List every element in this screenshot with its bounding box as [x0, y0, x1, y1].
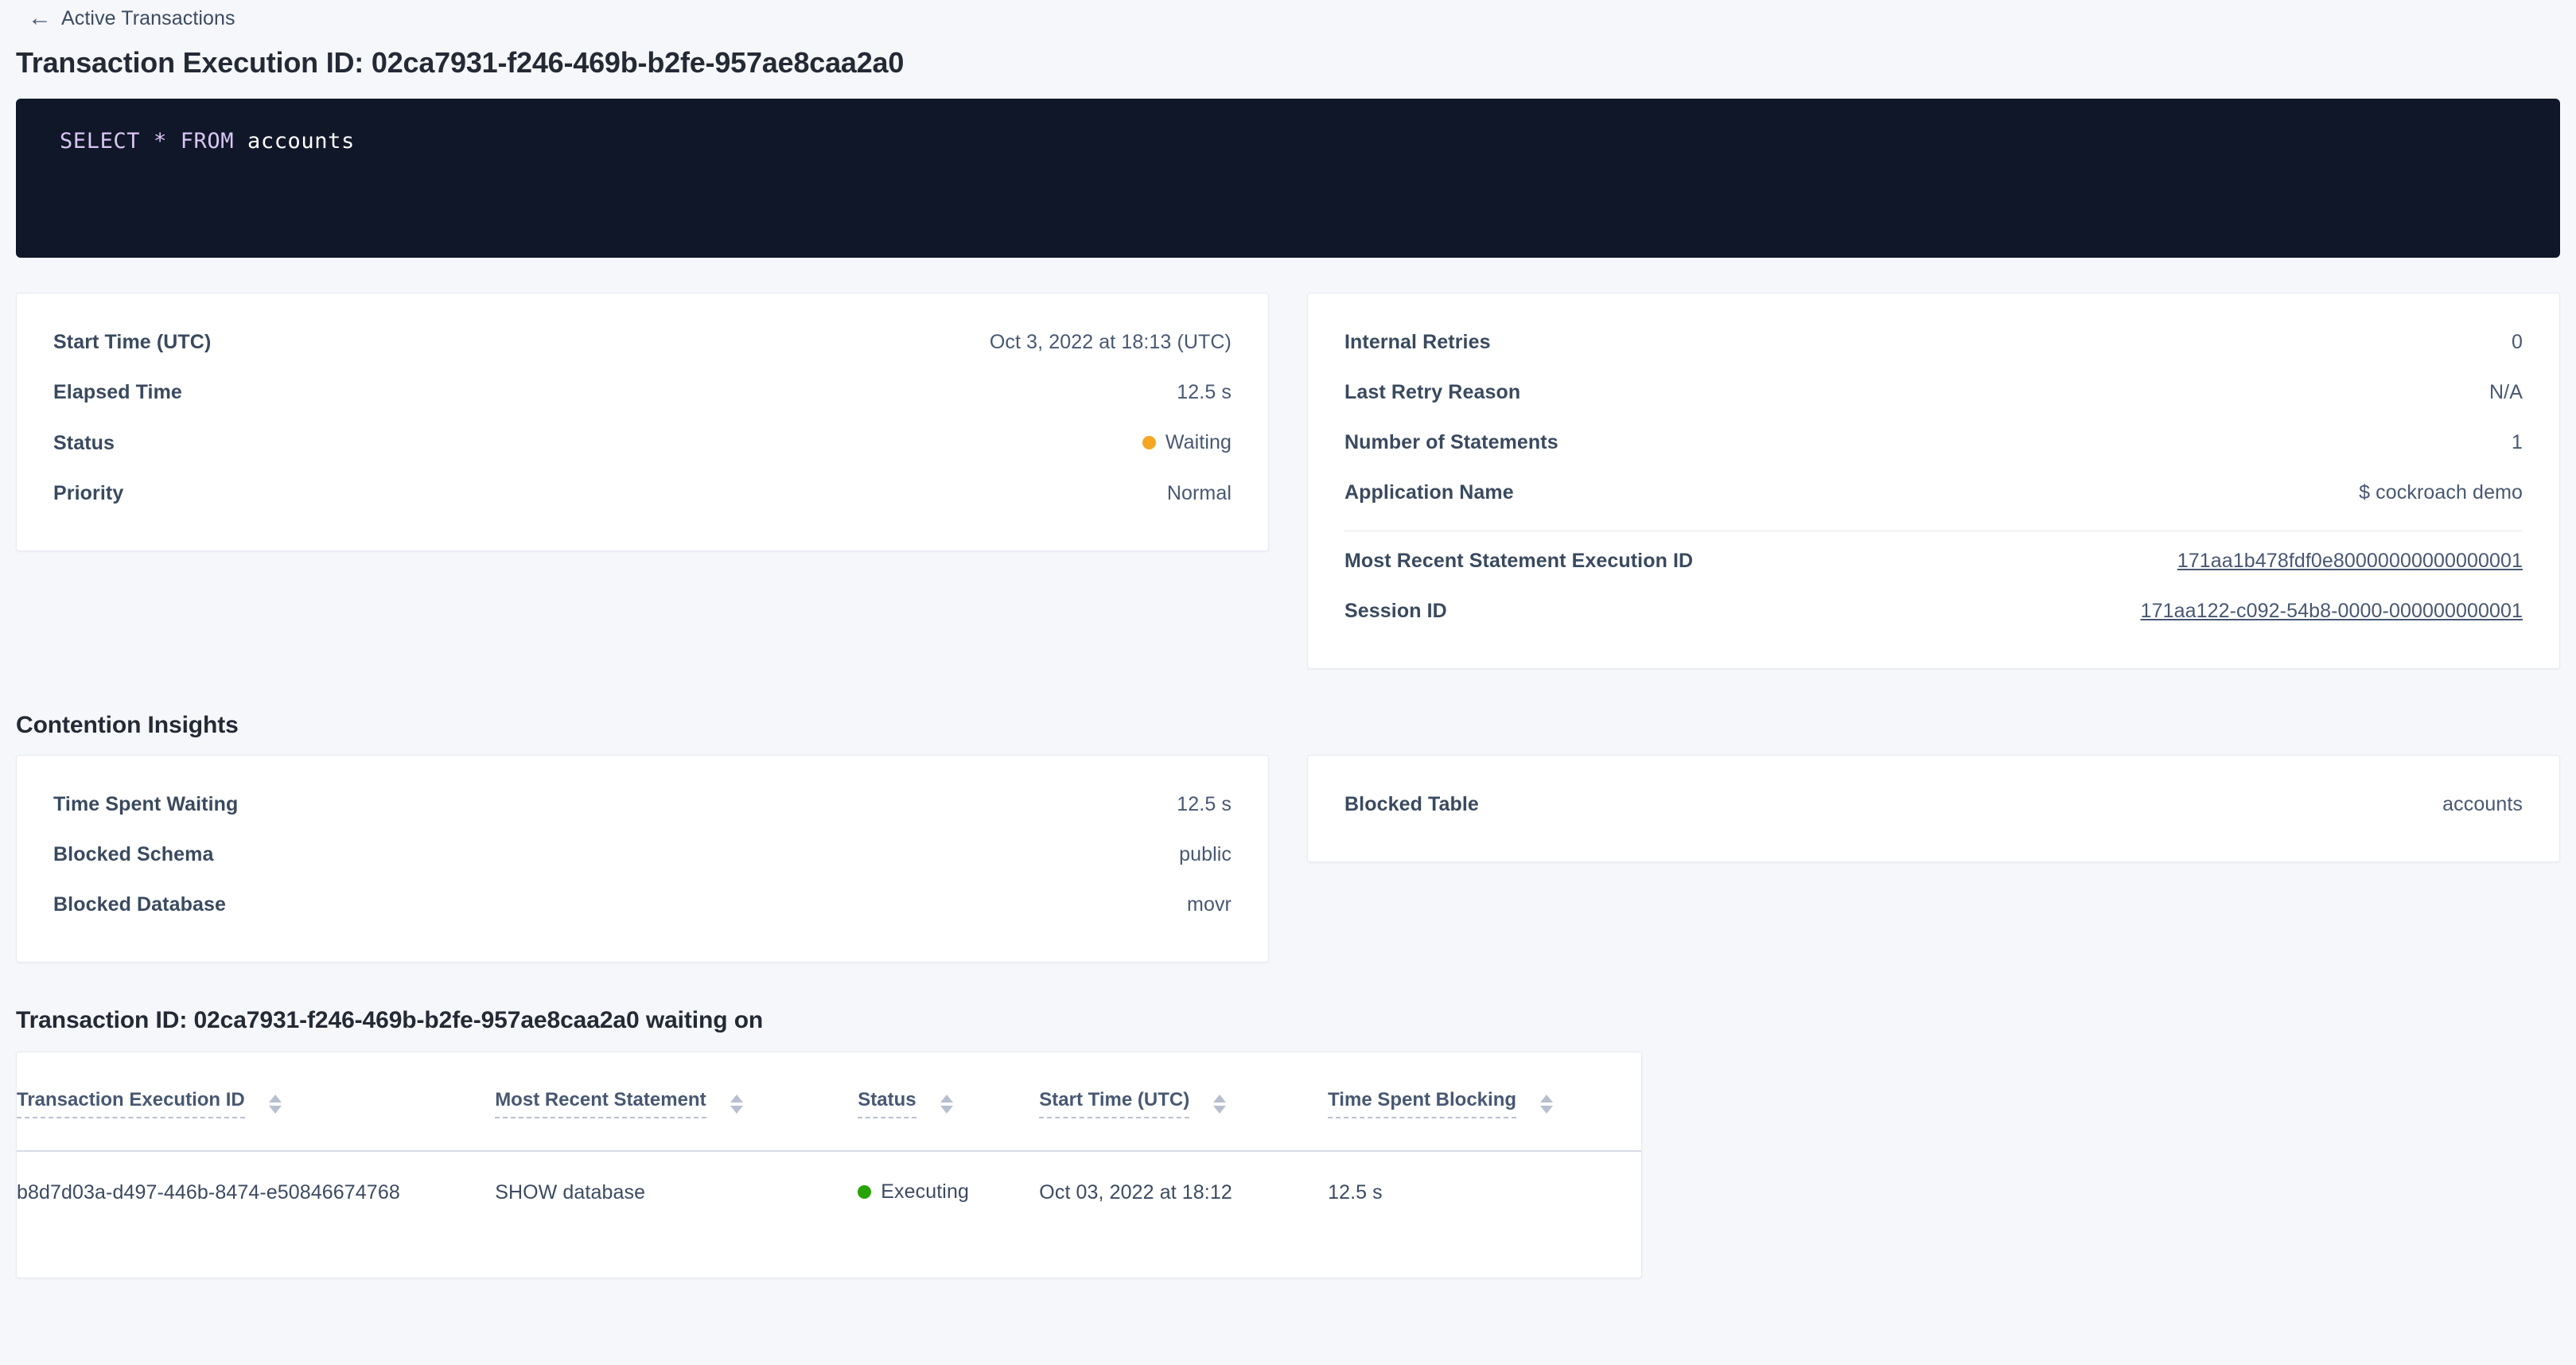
row-blocked-schema: Blocked Schema public [53, 830, 1232, 880]
contention-cards-row: Time Spent Waiting 12.5 s Blocked Schema… [16, 755, 2560, 962]
label-blocked-database: Blocked Database [53, 893, 226, 916]
link-most-recent-statement-execution-id[interactable]: 171aa1b478fdf0e80000000000000001 [2177, 550, 2523, 572]
value-priority: Normal [1166, 482, 1232, 504]
label-blocked-table: Blocked Table [1344, 793, 1479, 815]
value-internal-retries: 0 [2511, 331, 2523, 353]
column-header-time-spent-blocking[interactable]: Time Spent Blocking [1328, 1052, 1641, 1151]
contention-right-card: Blocked Table accounts [1307, 755, 2560, 862]
row-status: Status Waiting [53, 418, 1232, 469]
value-elapsed-time: 12.5 s [1177, 381, 1232, 403]
waiting-on-table-card: Transaction Execution ID Most Recent Sta… [16, 1052, 1642, 1278]
sort-icon[interactable] [268, 1094, 282, 1114]
page-title: Transaction Execution ID: 02ca7931-f246-… [16, 46, 905, 79]
value-time-spent-waiting: 12.5 s [1177, 793, 1232, 815]
column-header-status[interactable]: Status [858, 1052, 1039, 1151]
label-priority: Priority [53, 482, 124, 504]
transaction-overview-card: Start Time (UTC) Oct 3, 2022 at 18:13 (U… [16, 293, 1269, 551]
table-header-row: Transaction Execution ID Most Recent Sta… [17, 1052, 1641, 1151]
sql-code: SELECT * FROM accounts [60, 129, 2560, 154]
link-session-id[interactable]: 171aa122-c092-54b8-0000-000000000001 [2140, 600, 2523, 622]
label-application-name: Application Name [1344, 481, 1514, 504]
table-header: Transaction Execution ID Most Recent Sta… [17, 1052, 1641, 1151]
value-blocked-database: movr [1187, 893, 1232, 916]
label-last-retry-reason: Last Retry Reason [1344, 381, 1521, 403]
value-last-retry-reason: N/A [2489, 381, 2523, 403]
overview-cards-row: Start Time (UTC) Oct 3, 2022 at 18:13 (U… [16, 293, 2560, 669]
sql-keywords: SELECT * FROM [60, 129, 235, 154]
status-badge: Waiting [1142, 431, 1232, 454]
cell-time-spent-blocking: 12.5 s [1328, 1150, 1641, 1233]
column-label-transaction-execution-id: Transaction Execution ID [17, 1089, 245, 1118]
row-number-of-statements: Number of Statements 1 [1344, 418, 2523, 468]
breadcrumb[interactable]: ← Active Transactions [16, 0, 2560, 37]
label-status: Status [53, 432, 115, 454]
transaction-details-card: Internal Retries 0 Last Retry Reason N/A… [1307, 293, 2560, 669]
table-row[interactable]: b8d7d03a-d497-446b-8474-e50846674768 SHO… [17, 1150, 1641, 1233]
label-session-id: Session ID [1344, 600, 1447, 622]
sql-statement-block: SELECT * FROM accounts [16, 99, 2560, 258]
row-start-time: Start Time (UTC) Oct 3, 2022 at 18:13 (U… [53, 317, 1232, 368]
breadcrumb-label[interactable]: Active Transactions [61, 6, 235, 29]
row-session-id: Session ID 171aa122-c092-54b8-0000-00000… [1344, 586, 2523, 636]
table-body: b8d7d03a-d497-446b-8474-e50846674768 SHO… [17, 1150, 1641, 1233]
value-application-name: $ cockroach demo [2359, 481, 2523, 504]
cell-transaction-execution-id: b8d7d03a-d497-446b-8474-e50846674768 [17, 1150, 496, 1233]
value-status: Waiting [1165, 431, 1232, 453]
row-last-retry-reason: Last Retry Reason N/A [1344, 368, 2523, 418]
sort-icon[interactable] [730, 1094, 743, 1114]
row-blocked-database: Blocked Database movr [53, 880, 1232, 930]
label-blocked-schema: Blocked Schema [53, 843, 214, 865]
row-most-recent-statement-execution-id: Most Recent Statement Execution ID 171aa… [1344, 536, 2523, 586]
sort-icon[interactable] [1540, 1094, 1554, 1114]
contention-left-card: Time Spent Waiting 12.5 s Blocked Schema… [16, 755, 1269, 962]
table-bottom-spacer [17, 1233, 1641, 1278]
sort-icon[interactable] [1213, 1094, 1227, 1114]
row-blocked-table: Blocked Table accounts [1344, 780, 2523, 830]
column-header-most-recent-statement[interactable]: Most Recent Statement [495, 1052, 858, 1151]
label-elapsed-time: Elapsed Time [53, 381, 182, 403]
waiting-on-table: Transaction Execution ID Most Recent Sta… [17, 1052, 1641, 1233]
status-dot-icon [1142, 436, 1156, 449]
column-label-time-spent-blocking: Time Spent Blocking [1328, 1089, 1517, 1118]
cell-status-label: Executing [881, 1180, 969, 1203]
sort-icon[interactable] [940, 1094, 953, 1114]
waiting-on-heading: Transaction ID: 02ca7931-f246-469b-b2fe-… [16, 1007, 764, 1033]
label-internal-retries: Internal Retries [1344, 331, 1491, 353]
column-label-status: Status [858, 1089, 916, 1118]
row-internal-retries: Internal Retries 0 [1344, 317, 2523, 368]
cell-start-time: Oct 03, 2022 at 18:12 [1039, 1150, 1329, 1233]
label-time-spent-waiting: Time Spent Waiting [53, 793, 239, 815]
row-application-name: Application Name $ cockroach demo [1344, 468, 2523, 518]
row-priority: Priority Normal [53, 469, 1232, 519]
value-blocked-table: accounts [2442, 793, 2523, 815]
arrow-left-icon[interactable]: ← [28, 5, 52, 31]
row-time-spent-waiting: Time Spent Waiting 12.5 s [53, 780, 1232, 830]
cell-status: Executing [858, 1150, 1040, 1233]
label-start-time: Start Time (UTC) [53, 331, 212, 353]
cell-most-recent-statement: SHOW database [495, 1150, 858, 1233]
label-number-of-statements: Number of Statements [1344, 431, 1558, 453]
column-label-most-recent-statement: Most Recent Statement [495, 1089, 706, 1118]
row-elapsed-time: Elapsed Time 12.5 s [53, 368, 1232, 418]
value-number-of-statements: 1 [2511, 431, 2523, 453]
column-label-start-time: Start Time (UTC) [1039, 1089, 1190, 1118]
value-blocked-schema: public [1179, 843, 1232, 865]
column-header-start-time[interactable]: Start Time (UTC) [1039, 1052, 1328, 1151]
contention-insights-heading: Contention Insights [16, 712, 239, 738]
column-header-transaction-execution-id[interactable]: Transaction Execution ID [17, 1052, 495, 1151]
value-start-time: Oct 3, 2022 at 18:13 (UTC) [989, 331, 1232, 353]
status-dot-icon [858, 1185, 872, 1199]
label-most-recent-statement-execution-id: Most Recent Statement Execution ID [1344, 550, 1694, 572]
sql-identifier: accounts [247, 129, 355, 154]
